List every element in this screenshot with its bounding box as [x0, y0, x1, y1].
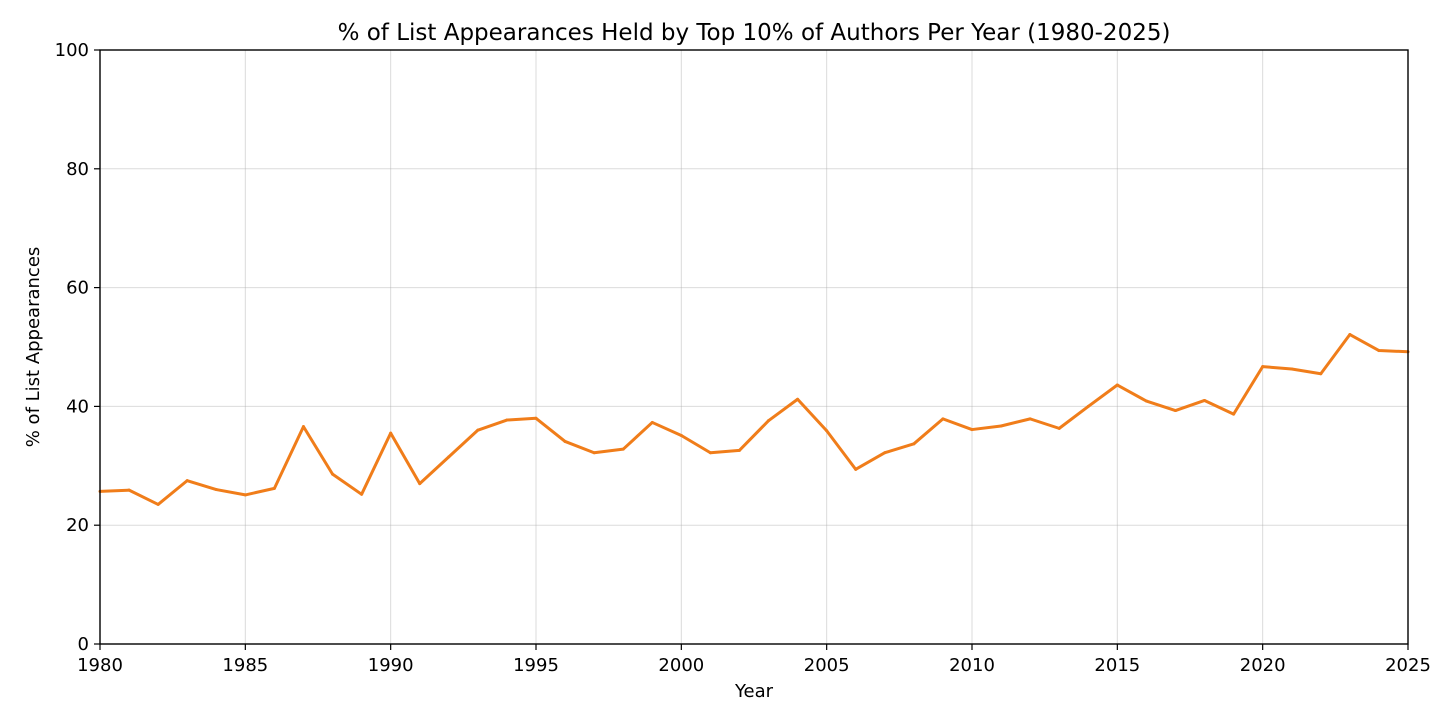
- data-point: [534, 416, 538, 420]
- chart-title: % of List Appearances Held by Top 10% of…: [338, 20, 1171, 46]
- data-point: [331, 472, 335, 476]
- x-tick-label: 2020: [1240, 655, 1286, 676]
- data-point: [185, 479, 189, 483]
- data-point: [1232, 412, 1236, 416]
- data-point: [650, 420, 654, 424]
- data-point: [854, 467, 858, 471]
- y-axis-title: % of List Appearances: [23, 247, 44, 448]
- data-point: [447, 455, 451, 459]
- data-point: [1057, 426, 1061, 430]
- data-point: [825, 429, 829, 433]
- data-point: [999, 424, 1003, 428]
- data-point: [243, 493, 247, 497]
- data-point: [1203, 398, 1207, 402]
- y-axis-ticks: 0 20 40 60 80 100: [55, 40, 100, 655]
- data-point: [912, 442, 916, 446]
- y-tick-label: 80: [66, 159, 89, 180]
- x-tick-label: 2000: [658, 655, 704, 676]
- data-point: [1115, 383, 1119, 387]
- data-point: [767, 419, 771, 423]
- data-point: [156, 502, 160, 506]
- data-point: [1086, 404, 1090, 408]
- x-tick-label: 2005: [804, 655, 850, 676]
- x-tick-label: 2015: [1094, 655, 1140, 676]
- data-point: [679, 434, 683, 438]
- data-point: [708, 451, 712, 455]
- data-point: [592, 451, 596, 455]
- x-tick-label: 1985: [222, 655, 268, 676]
- data-point: [941, 417, 945, 421]
- data-point: [272, 486, 276, 490]
- data-point: [970, 428, 974, 432]
- x-axis-ticks: 1980 1985 1990 1995 2000 2005 2010 2015 2020 2025: [77, 644, 1431, 676]
- y-tick-label: 100: [55, 40, 89, 61]
- data-point: [505, 418, 509, 422]
- data-point: [883, 451, 887, 455]
- data-point: [1290, 367, 1294, 371]
- data-point: [301, 425, 305, 429]
- data-point: [1348, 333, 1352, 337]
- data-point: [1144, 399, 1148, 403]
- data-point: [737, 448, 741, 452]
- data-point: [796, 397, 800, 401]
- data-point: [621, 447, 625, 451]
- data-point: [563, 439, 567, 443]
- data-point: [1377, 349, 1381, 353]
- y-tick-label: 20: [66, 515, 89, 536]
- x-tick-label: 1995: [513, 655, 559, 676]
- data-point: [360, 492, 364, 496]
- data-point: [214, 488, 218, 492]
- x-tick-label: 1980: [77, 655, 123, 676]
- data-point: [1261, 365, 1265, 369]
- data-point: [1173, 409, 1177, 413]
- y-tick-label: 60: [66, 278, 89, 299]
- data-point: [418, 482, 422, 486]
- series-group: [98, 333, 1410, 506]
- x-tick-label: 2025: [1385, 655, 1431, 676]
- data-point: [476, 428, 480, 432]
- plot-area-frame: [99, 49, 1409, 645]
- x-axis-title: Year: [734, 681, 774, 702]
- data-point: [1319, 372, 1323, 376]
- grid-lines: [99, 49, 1409, 645]
- data-point: [389, 431, 393, 435]
- data-point: [1028, 417, 1032, 421]
- y-tick-label: 0: [78, 634, 89, 655]
- x-tick-label: 1990: [368, 655, 414, 676]
- data-point: [127, 488, 131, 492]
- series-line: [99, 333, 1409, 506]
- x-tick-label: 2010: [949, 655, 995, 676]
- y-tick-label: 40: [66, 396, 89, 417]
